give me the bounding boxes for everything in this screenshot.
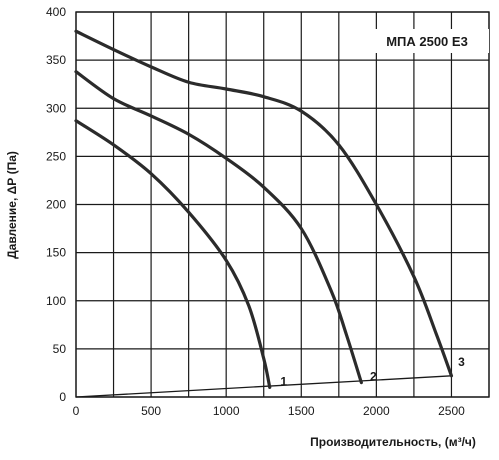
curve-2 — [74, 70, 363, 385]
y-tick-label: 50 — [53, 342, 67, 356]
y-tick-label: 0 — [59, 390, 66, 404]
axes: 0 500 1000 1500 2000 2500 0 50 100 150 200 250 300 35… — [46, 5, 490, 418]
y-tick-label: 250 — [46, 149, 66, 163]
model-label-background — [365, 29, 489, 53]
labels: 1 2 3 — [280, 355, 465, 389]
curve-label-2: 2 — [370, 370, 377, 384]
x-axis-title: Производительность, (м³/ч) — [310, 435, 476, 449]
y-tick-label: 300 — [46, 101, 66, 115]
curve-1 — [74, 119, 272, 389]
y-tick-label: 350 — [46, 53, 66, 67]
curve-label-1: 1 — [280, 374, 287, 388]
plot-frame — [75, 11, 490, 398]
y-tick-label: 100 — [46, 294, 66, 308]
y-tick-label: 400 — [46, 5, 66, 19]
x-tick-label: 2000 — [363, 404, 390, 418]
x-tick-label: 2500 — [438, 404, 465, 418]
x-tick-label: 1500 — [288, 404, 315, 418]
series — [74, 29, 454, 398]
curve-3 — [74, 29, 454, 378]
x-tick-label: 1000 — [213, 404, 240, 418]
y-tick-label: 150 — [46, 246, 66, 260]
chart-title: МПА 2500 Е3 — [386, 34, 468, 49]
x-tick-label: 0 — [73, 404, 80, 418]
y-tick-label: 200 — [46, 198, 66, 212]
x-tick-label: 500 — [141, 404, 161, 418]
system-resistance-line — [75, 375, 452, 398]
y-axis-title: Давление, ΔР (Па) — [5, 151, 19, 259]
curve-label-3: 3 — [458, 355, 465, 369]
